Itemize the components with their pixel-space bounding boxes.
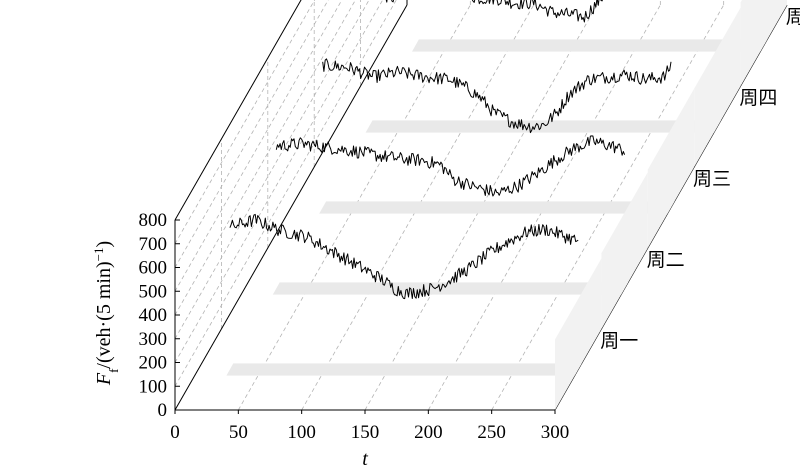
x-axis-title: t xyxy=(362,448,368,470)
series-floor-band xyxy=(226,363,582,376)
y-axis-title-main: F xyxy=(93,372,115,386)
series-riser-face xyxy=(647,88,695,248)
y-tick-label: 200 xyxy=(139,353,168,374)
y-tick-label: 800 xyxy=(139,210,168,231)
x-tick-label: 100 xyxy=(287,422,316,443)
y-tick-label: 500 xyxy=(139,281,168,302)
grid-line-leftwall-y xyxy=(174,0,397,387)
series-floor-band xyxy=(412,39,768,52)
series-day-label: 周四 xyxy=(739,87,777,109)
grid-line-leftwall-y xyxy=(174,0,384,363)
series-riser-face xyxy=(694,7,741,167)
series-day-label: 周二 xyxy=(647,249,685,271)
y-tick-label: 300 xyxy=(139,329,168,350)
series-riser-face xyxy=(555,258,602,410)
series-day-label: 周一 xyxy=(600,330,638,352)
frame-edge xyxy=(174,0,302,221)
y-tick-label: 600 xyxy=(139,258,168,279)
series-day-label: 周三 xyxy=(693,168,731,190)
x-tick-label: 300 xyxy=(541,422,570,443)
grid-line-leftwall-y xyxy=(174,0,370,339)
y-axis-title: Ff/(veh·(5 min)−1) xyxy=(91,241,121,386)
stair-layer xyxy=(226,0,787,410)
x-tick-label: 150 xyxy=(351,422,380,443)
series-riser-face xyxy=(740,0,787,86)
series-floor-band xyxy=(365,120,721,133)
series-line xyxy=(385,0,603,23)
grid-line-leftwall-y xyxy=(174,0,329,268)
x-tick-label: 200 xyxy=(414,422,443,443)
y-axis-title-sup: −1 xyxy=(91,248,106,262)
series-line xyxy=(322,58,672,134)
y-axis-title-sub: f xyxy=(106,368,121,373)
y-tick-label: 400 xyxy=(139,305,168,326)
grid-line-leftwall-y xyxy=(174,0,356,316)
series-floor-band xyxy=(272,282,629,295)
y-axis-title-close: ) xyxy=(93,241,115,248)
y-tick-label: 100 xyxy=(139,376,168,397)
grid-line-leftwall-y xyxy=(174,0,343,292)
x-tick-labels: 0 50 100 150 200 250 300 xyxy=(170,422,569,443)
series-line xyxy=(229,213,579,300)
frame-edge xyxy=(174,4,408,411)
series-layer xyxy=(229,0,672,300)
grid-line-leftwall-y xyxy=(174,0,316,244)
series-day-labels: 周五周四周三周二周一 xyxy=(600,6,800,352)
x-tick-label: 250 xyxy=(477,422,506,443)
x-tick-label: 50 xyxy=(229,422,248,443)
series-line xyxy=(275,135,626,197)
series-floor-band xyxy=(319,201,675,214)
series-day-label: 周五 xyxy=(786,6,800,28)
y-tick-label: 700 xyxy=(139,234,168,255)
x-tick-label: 0 xyxy=(170,422,180,443)
series-riser-face xyxy=(601,172,648,329)
y-tick-label: 0 xyxy=(158,400,168,421)
y-axis-title-rest: /(veh·(5 min) xyxy=(93,261,115,368)
